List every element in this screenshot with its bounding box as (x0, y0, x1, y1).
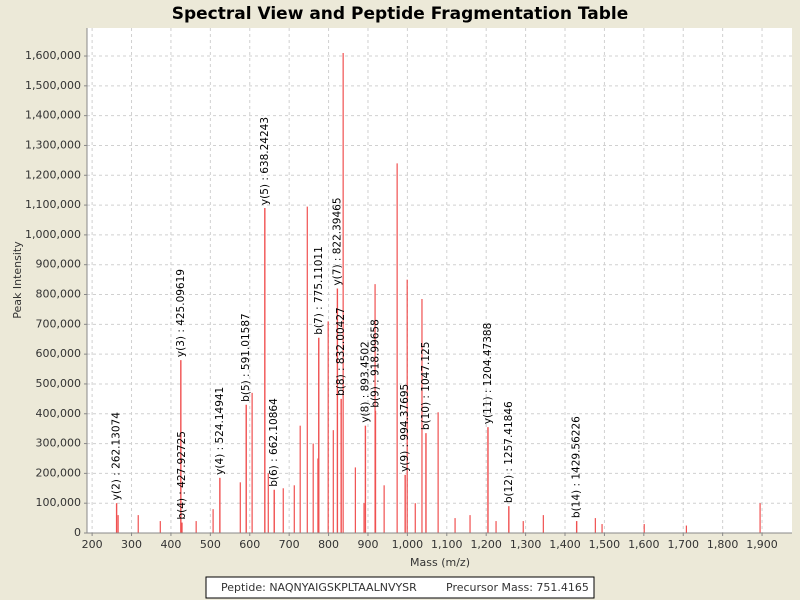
peak-annotation: b(6) : 662.10864 (268, 398, 280, 487)
footer-precursor: Precursor Mass: 751.4165 (446, 581, 589, 594)
peak-annotation: b(5) : 591.01587 (240, 313, 252, 402)
peak-annotation: y(4) : 524.14941 (214, 387, 226, 475)
x-tick-label: 1,000 (392, 538, 424, 551)
peak-annotation: b(7) : 775.11011 (313, 246, 325, 335)
x-tick-label: 1,600 (628, 538, 660, 551)
y-tick-label: 1,600,000 (25, 49, 81, 62)
peak-annotation: b(14) : 1429.56226 (571, 416, 583, 518)
peak-annotation: y(7) : 822.39465 (331, 197, 343, 285)
y-tick-label: 300,000 (36, 437, 82, 450)
x-tick-label: 600 (239, 538, 260, 551)
y-tick-label: 900,000 (36, 258, 82, 271)
y-tick-label: 100,000 (36, 496, 82, 509)
peak-annotation: b(4) : 427.92725 (176, 431, 188, 520)
y-tick-label: 1,200,000 (25, 168, 81, 181)
y-tick-label: 700,000 (36, 317, 82, 330)
x-tick-label: 1,500 (589, 538, 621, 551)
x-tick-label: 1,700 (667, 538, 699, 551)
peak-annotation: b(10) : 1047.125 (420, 342, 432, 431)
x-tick-label: 1,400 (549, 538, 581, 551)
x-tick-label: 400 (160, 538, 181, 551)
y-tick-label: 1,000,000 (25, 228, 81, 241)
y-tick-label: 1,300,000 (25, 138, 81, 151)
y-tick-label: 400,000 (36, 407, 82, 420)
peak-annotation: y(5) : 638.24243 (259, 117, 271, 205)
peak-annotation: y(11) : 1204.47388 (482, 323, 494, 424)
peak-annotation: y(2) : 262.13074 (111, 412, 123, 500)
y-axis-label: Peak Intensity (11, 241, 24, 319)
plot-area (87, 28, 792, 533)
peak-annotation: b(8) : 832.00427 (335, 307, 347, 396)
y-tick-label: 1,500,000 (25, 79, 81, 92)
x-tick-label: 200 (82, 538, 103, 551)
y-tick-label: 800,000 (36, 288, 82, 301)
x-tick-label: 1,100 (431, 538, 463, 551)
peak-annotation: b(12) : 1257.41846 (503, 401, 515, 503)
y-tick-label: 1,100,000 (25, 198, 81, 211)
x-tick-label: 800 (318, 538, 339, 551)
peak-annotation: y(9) : 994.37695 (399, 384, 411, 472)
x-tick-label: 1,900 (746, 538, 778, 551)
peak-annotation: y(3) : 425.09619 (175, 269, 187, 357)
x-tick-label: 1,300 (510, 538, 542, 551)
peak-annotation: b(9) : 918.99658 (369, 319, 381, 408)
y-tick-label: 600,000 (36, 347, 82, 360)
x-tick-label: 500 (200, 538, 221, 551)
footer-peptide: Peptide: NAQNYAIGSKPLTAALNVYSR (221, 581, 417, 594)
peak-annotation: y(8) : 893.4502 (359, 341, 371, 422)
x-tick-label: 1,200 (470, 538, 502, 551)
x-tick-label: 300 (121, 538, 142, 551)
y-tick-label: 200,000 (36, 466, 82, 479)
y-tick-label: 500,000 (36, 377, 82, 390)
x-tick-label: 700 (279, 538, 300, 551)
x-tick-label: 900 (357, 538, 378, 551)
chart-title: Spectral View and Peptide Fragmentation … (172, 4, 629, 24)
x-tick-label: 1,800 (707, 538, 739, 551)
y-tick-label: 1,400,000 (25, 109, 81, 122)
footer-box (205, 576, 595, 599)
y-tick-label: 0 (74, 526, 81, 539)
x-axis-label: Mass (m/z) (410, 556, 470, 569)
